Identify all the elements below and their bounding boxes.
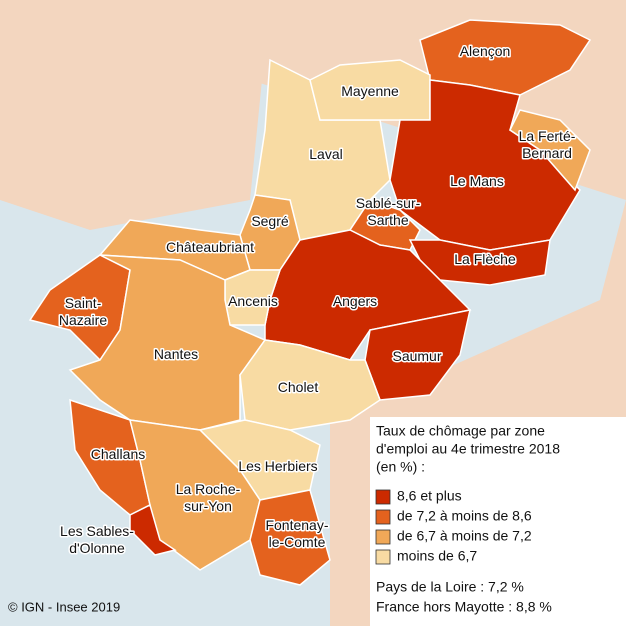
zone-label-line: Cholet [278, 379, 319, 395]
legend-swatch [375, 489, 391, 505]
zone-label: Saumur [392, 348, 441, 364]
zone-label: La Ferté-Bernard [519, 128, 576, 161]
zone-label-line: Fontenay- [265, 517, 328, 533]
legend-box [370, 417, 626, 626]
zone [249, 489, 331, 586]
legend: Taux de chômage par zone d'emploi au 4e t… [375, 423, 560, 615]
legend-title: d'emploi au 4e trimestre 2018 [376, 441, 560, 457]
zone [129, 419, 261, 571]
zone-label: Nantes [154, 346, 198, 362]
zone-label-line: le-Comte [269, 534, 326, 550]
zone-label-line: Challans [91, 446, 145, 462]
zone [129, 503, 177, 556]
zone-label-line: sur-Yon [184, 498, 232, 514]
zone-label: La Flèche [454, 251, 516, 267]
legend-item: moins de 6,7 [397, 548, 477, 564]
zone-label-line: Châteaubriant [166, 239, 254, 255]
legend-swatch [375, 509, 391, 525]
legend-item: de 7,2 à moins de 8,6 [397, 508, 532, 524]
zone-label: Châteaubriant [166, 239, 254, 255]
zone-label-line: Les Sables- [60, 523, 134, 539]
zone-label-line: Ancenis [228, 293, 278, 309]
zone-label-line: Saumur [392, 348, 441, 364]
zone-label: Les Herbiers [238, 458, 317, 474]
zones [28, 19, 592, 586]
zone-label-line: La Flèche [454, 251, 516, 267]
zone-label: Le Mans [450, 173, 504, 189]
zone-labels: Alençon Mayenne Laval Le Mans La Ferté-B… [57, 41, 577, 557]
zone-label-line: Segré [251, 213, 289, 229]
zone-label-line: Sablé-sur- [356, 195, 421, 211]
zone-label-line: La Roche- [176, 481, 241, 497]
zone-label: La Roche-sur-Yon [176, 481, 241, 514]
zone-label-line: Les Herbiers [238, 458, 317, 474]
zone-label: Les Sables-d'Olonne [60, 523, 134, 556]
legend-title: (en %) : [376, 459, 425, 475]
zone-label: Segré [251, 213, 289, 229]
zone-label: Ancenis [228, 293, 278, 309]
zone-label: Cholet [278, 379, 319, 395]
zone-label-line: Mayenne [341, 83, 399, 99]
zone-label: Angers [333, 293, 377, 309]
zone-label-line: Nantes [154, 346, 198, 362]
zone-label-line: Sarthe [367, 212, 408, 228]
legend-item: 8,6 et plus [397, 488, 462, 504]
zone-label: Mayenne [341, 83, 399, 99]
zone [509, 109, 591, 192]
zone-label: Saint-Nazaire [59, 295, 107, 328]
legend-title: Taux de chômage par zone [376, 423, 545, 439]
zone-label: Sablé-sur-Sarthe [356, 195, 421, 228]
legend-item: de 6,7 à moins de 7,2 [397, 528, 532, 544]
legend-note: Pays de la Loire : 7,2 % [376, 579, 524, 595]
source: © IGN - Insee 2019 [8, 599, 120, 614]
zone-label-line: Nazaire [59, 312, 107, 328]
zone-label-line: Bernard [522, 145, 572, 161]
legend-swatch [375, 529, 391, 545]
zone-label-line: La Ferté- [519, 128, 576, 144]
zone-label-line: d'Olonne [69, 540, 125, 556]
zone-label-line: Angers [333, 293, 377, 309]
zone-label: Laval [309, 146, 342, 162]
zone-label-line: Alençon [460, 43, 511, 59]
zone-label-line: Laval [309, 146, 342, 162]
zone-label-line: Saint- [65, 295, 102, 311]
zone [239, 339, 381, 431]
legend-swatch [375, 549, 391, 565]
zone-label: Challans [91, 446, 145, 462]
zone-label: Alençon [460, 43, 511, 59]
zone-label: Fontenay-le-Comte [265, 517, 328, 550]
legend-note: France hors Mayotte : 8,8 % [376, 599, 552, 615]
zone-label-line: Le Mans [450, 173, 504, 189]
